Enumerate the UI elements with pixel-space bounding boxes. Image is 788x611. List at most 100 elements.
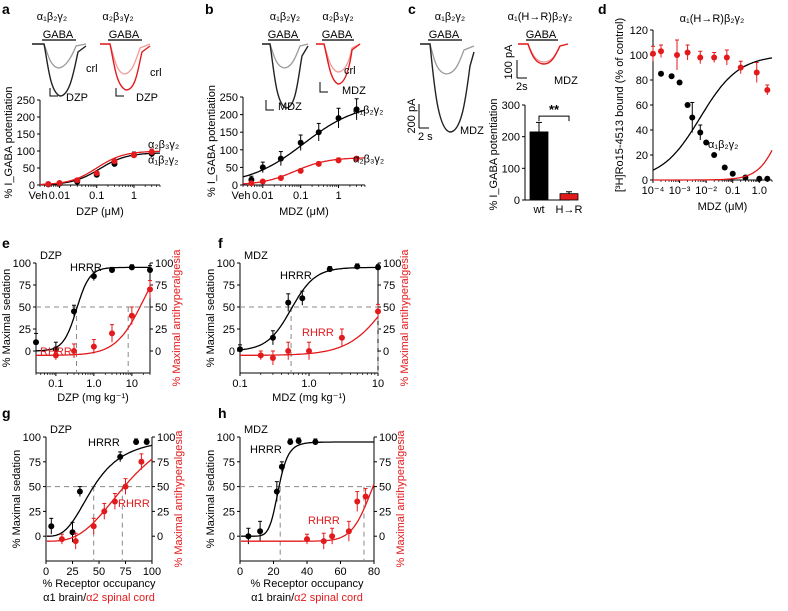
significance-bracket (538, 115, 570, 122)
trace-title: α₁β₂γ₂ (37, 11, 67, 23)
y-tick-label: 0 (29, 180, 35, 192)
y-tick-label: 100 (13, 258, 31, 270)
series-label: α₂β₃γ₂ (353, 154, 384, 166)
data-point (52, 352, 59, 359)
x-tick-label: 0.01 (49, 190, 70, 202)
x-tick-label: 1 (131, 190, 137, 202)
x-axis-label: DZP (μM) (76, 206, 124, 218)
x-tick-label: 10 (372, 378, 384, 390)
y-axis-label: % I_GABA potentiation (206, 85, 218, 197)
y-tick-label: 120 (630, 25, 648, 37)
gaba-label: GABA (268, 29, 299, 41)
panel-c-traces: α₁β₂γ₂ α₁(H→R)β₂γ₂ GABA GABA MDZ MDZ 200… (406, 11, 578, 143)
data-point (338, 334, 345, 341)
chart-panel-h: 0 25 50 75 100 0 20 40 60 80 0 25 50 75 100 MDZ HRRR RHRR… (205, 424, 407, 604)
data-point (326, 266, 333, 273)
trace-drug (100, 43, 151, 91)
y-tick-label: 100 (630, 50, 648, 62)
chart-panel-c: 0 100 200 300 wt H→R ** % I_GABA potentiation (488, 99, 582, 216)
data-point (320, 538, 327, 545)
data-point (278, 463, 285, 470)
x-tick-label: 75 (119, 566, 131, 578)
y-tick-label: 0 (25, 346, 31, 358)
x-axis-label: % Receptor occupancy (250, 578, 364, 590)
drug-label: DZP (66, 92, 88, 104)
data-point (306, 348, 312, 354)
fit-curve (653, 149, 773, 181)
drug-label: DZP (136, 92, 158, 104)
data-point (304, 536, 310, 543)
y-axis-label: % Maximal sedation (1, 269, 13, 367)
data-point (375, 264, 381, 271)
crl-label: crl (150, 67, 162, 79)
series-label: RHRR (118, 498, 150, 510)
data-point (148, 149, 155, 156)
fit-curve (36, 266, 150, 352)
data-point (345, 528, 352, 535)
y-axis-label-right: % Maximal antihyperalgesia (171, 249, 183, 387)
y-tick-label-right: 75 (383, 280, 395, 292)
y-tick-label-right: 50 (379, 482, 391, 494)
series-label: HRRR (70, 262, 102, 274)
y-axis-label: % I_GABA potentiation (3, 87, 15, 199)
x-axis-label: DZP (mg kg⁻¹) (57, 392, 129, 404)
data-point (315, 160, 322, 167)
data-point (111, 498, 118, 505)
x-tick-label: 80 (368, 566, 380, 578)
fit-curve (241, 441, 374, 537)
data-point (753, 69, 760, 76)
data-point (287, 438, 294, 445)
y-tick-label-right: 75 (157, 457, 169, 469)
data-point (354, 263, 361, 270)
data-point (133, 438, 140, 445)
y-axis-label-right: % Maximal antihyperalgesia (399, 249, 411, 387)
data-point (259, 178, 266, 185)
x-axis-label-part: α2 spinal cord (294, 592, 363, 604)
x-tick-label: 1.0 (301, 378, 316, 390)
x-tick-label: 1.0 (86, 378, 101, 390)
y-tick-label: 50 (223, 302, 235, 314)
data-point (90, 523, 97, 530)
panel-letter-g: g (2, 405, 11, 421)
y-tick-label: 250 (220, 92, 238, 104)
x-tick-label: 10⁻³ (669, 185, 691, 197)
x-tick-label: 0.1 (293, 190, 308, 202)
panel-a-traces: α₁β₂γ₂ α₂β₃γ₂ GABA GABA crl crl DZP DZP (32, 11, 162, 104)
y-tick-label: 75 (223, 457, 235, 469)
data-point (122, 483, 129, 490)
gaba-label: GABA (43, 29, 74, 41)
data-point (737, 64, 744, 71)
data-point (90, 273, 97, 280)
y-tick-label-right: 100 (155, 258, 173, 270)
y-tick-label: 100 (23, 432, 41, 444)
chart-panel-d: 0 20 40 60 80 100 120 10⁻⁴ 10⁻³ 10⁻² 0.1 1.0 α₁(H→R)… (614, 13, 773, 213)
chart-panel-b: 0 50 100 150 200 250 0.01 0.1 1 Veh MDZ (μM) % I_GA… (206, 85, 384, 218)
x-tick-label: 1 (335, 190, 341, 202)
trace-title: α₂β₃γ₂ (322, 11, 353, 23)
y-tick-label-right: 0 (155, 346, 161, 358)
data-point (684, 102, 691, 108)
y-tick-label-right: 75 (155, 280, 167, 292)
trace-title: α₁β₂γ₂ (270, 11, 300, 23)
y-tick-label-right: 50 (157, 482, 169, 494)
data-point (45, 180, 52, 187)
data-point (117, 453, 124, 460)
x-tick-label: 10⁻² (695, 185, 717, 197)
data-point (650, 50, 656, 57)
data-point (248, 180, 255, 187)
data-point (109, 267, 115, 274)
y-tick-label: 100 (17, 146, 35, 158)
y-tick-label-right: 0 (379, 531, 385, 543)
y-tick-label: 200 (502, 132, 520, 144)
x-axis-label: MDZ (μM) (279, 206, 329, 218)
fit-curve (40, 152, 160, 186)
category-label: H→R (556, 204, 583, 216)
x-tick-label: 0 (237, 566, 243, 578)
data-point (128, 264, 135, 271)
series-label: RHRR (308, 515, 340, 527)
data-point (93, 170, 100, 177)
y-tick-label-right: 25 (379, 506, 391, 518)
data-point (56, 179, 63, 186)
